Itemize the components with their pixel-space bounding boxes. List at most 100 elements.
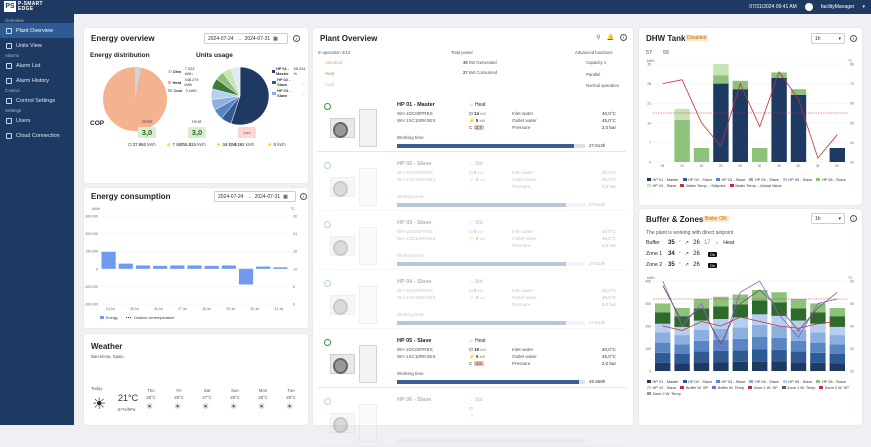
user-icon[interactable]: [804, 3, 813, 11]
logo-line2: EDGE: [18, 5, 34, 12]
grid-icon: [6, 27, 12, 34]
bar-segment: [771, 337, 787, 350]
zone-name: Zone 1: [646, 251, 663, 257]
cop-energy-b: ⚡ 7 kWh: [166, 142, 185, 147]
buffer-legend: HP 01 - Master HP 02 - Slave HP 03 - Slave…: [647, 379, 859, 396]
heat-pump-row[interactable]: HP 06 - Slave ☼ Std ⊡ ⚡: [317, 393, 626, 447]
legend-label: HP 05 - Slave: [788, 379, 813, 384]
temp-actual-line: [662, 70, 838, 159]
bar-segment: [810, 352, 826, 363]
card-title: Buffer & Zones: [646, 215, 704, 224]
dhw-legend: HP 01 - Master HP 02 - Slave HP 03 - Slave…: [647, 177, 857, 188]
sun-icon: ☼: [469, 220, 474, 226]
sidebar-item-control-settings[interactable]: Control Settings: [0, 93, 74, 108]
date-range-picker[interactable]: 2024-07-24 → 2024-07-31 ▦: [214, 191, 296, 202]
param-label: Outlet water: [512, 118, 537, 123]
zone-setpoint: 26: [693, 240, 700, 246]
user-name[interactable]: facilityManager: [820, 4, 855, 10]
param-value: 40,0°C: [601, 288, 616, 293]
bar-segment: [732, 350, 748, 362]
sidebar-item-alarm-list[interactable]: Alarm List: [0, 58, 74, 73]
legend-entry: HP 01 - Master: [647, 177, 679, 182]
bar-segment: [810, 332, 826, 343]
sidebar-item-users[interactable]: Users: [0, 113, 74, 128]
target-icon: ↗: [684, 262, 690, 268]
cop-title: COP: [90, 120, 105, 127]
outdoor-unit-image: [330, 118, 355, 138]
dhw-status-badge: Disabled: [685, 35, 709, 41]
working-time-label: Working time: [397, 194, 424, 199]
pie-dhw: [135, 67, 141, 99]
tick-label: 30: [293, 215, 297, 219]
tick-label: 60: [850, 280, 854, 284]
legend-entry: Zone 2 W. Temp: [647, 391, 681, 396]
tick-label: -200.000: [84, 303, 98, 307]
adv-normal: Normal operation: [586, 83, 619, 88]
bar-segment: [655, 332, 671, 343]
tick-label: 30: [850, 161, 854, 165]
alarm-bell-icon[interactable]: 🔔: [606, 35, 614, 41]
power-icon[interactable]: [324, 221, 331, 228]
power-consumed: ⚡: [469, 413, 475, 418]
info-icon[interactable]: i: [850, 35, 857, 42]
date-range-picker[interactable]: 2024-07-24 → 2024-07-31 ▦: [204, 33, 288, 44]
calendar-icon: ▦: [273, 35, 278, 42]
legend-entry: HP 03 - Slave: [716, 177, 745, 182]
logo-line1: P-SMART: [18, 0, 43, 7]
power-icon[interactable]: [324, 398, 331, 405]
param-value: 45,0°C: [601, 236, 616, 241]
bar-segment: [732, 294, 748, 305]
bar-segment: [713, 319, 729, 329]
heat-pump-row[interactable]: HP 03 - Slave WH 1DC00PRES WH 1XC10RKSES Wo…: [317, 216, 626, 270]
param-value: 2,0 bar: [601, 184, 616, 189]
temp-line: [662, 285, 838, 345]
legend-entry: HP 10 - Slave: [647, 385, 676, 390]
bar: [256, 266, 271, 269]
power-icon[interactable]: [324, 162, 331, 169]
legend-label: Water Temp. - Setpoint: [685, 183, 726, 188]
sidebar-item-alarm-history[interactable]: Alarm History: [0, 73, 74, 88]
legend-swatch: [272, 80, 276, 84]
legend-label: Buffer W. Temp: [717, 385, 745, 390]
legend-swatch: [782, 380, 787, 383]
adv-parallel: Parallel: [586, 72, 601, 77]
period-select[interactable]: 1h ▾: [811, 213, 845, 224]
param-label: Inlet water: [512, 288, 534, 293]
info-icon[interactable]: i: [850, 215, 857, 222]
temp-line: [662, 316, 838, 331]
sidebar-item-units-view[interactable]: Units View: [0, 38, 74, 53]
unit-name: HP 02 - Slave: [397, 161, 432, 167]
filter-icon[interactable]: ⚲: [596, 35, 601, 41]
sidebar-item-plant-overview[interactable]: Plant Overview: [0, 23, 74, 38]
power-icon[interactable]: [324, 280, 331, 287]
unit-model-2: WH 1XC10RKSES: [397, 236, 436, 241]
heat-pump-row[interactable]: HP 01 - Master WH 1DC00PRES WH 1XC10RKSES W…: [317, 98, 626, 152]
chevron-down-icon[interactable]: ▾: [862, 4, 865, 10]
heat-pump-row[interactable]: HP 04 - Slave WH 1DC00PRES WH 1XC10RKSES Wo…: [317, 275, 626, 329]
zone-mode: On: [707, 251, 718, 257]
app-logo[interactable]: PS P-SMART EDGE: [4, 1, 43, 12]
legend-swatch: [647, 178, 651, 181]
tick-label: -100.000: [84, 285, 98, 289]
sidebar-item-cloud-connection[interactable]: Cloud Connection: [0, 128, 74, 143]
bar-segment: [752, 361, 768, 371]
info-icon[interactable]: i: [300, 193, 307, 200]
mode-label: Std: [474, 279, 483, 285]
legend-label: Cool 0 kWh: [174, 88, 197, 93]
power-icon[interactable]: [324, 339, 331, 346]
power-icon[interactable]: [324, 103, 331, 110]
period-select[interactable]: 1h ▾: [811, 33, 845, 44]
bar-segment: [693, 351, 710, 363]
zone-row: Zone 1 34 ° ↗ 26 On: [646, 251, 718, 257]
heat-pump-row[interactable]: HP 05 - Slave WH 1DC00PRES WH 1XC10RKSES Wo…: [317, 334, 626, 388]
weather-day-temp: 27°C: [202, 395, 212, 400]
sliders-icon: [6, 97, 12, 104]
tick-label: 24: [293, 232, 297, 236]
sidebar-item-label: Units View: [16, 42, 42, 49]
info-icon[interactable]: i: [620, 34, 627, 41]
heat-pump-row[interactable]: HP 02 - Slave WH 1DC00PRES WH 1XC10RKSES Wo…: [317, 157, 626, 211]
tick-label: 60: [850, 102, 854, 106]
info-icon[interactable]: i: [293, 35, 300, 42]
axis-unit-right: °C: [290, 206, 295, 211]
param-value: 40,0°C: [601, 111, 616, 116]
